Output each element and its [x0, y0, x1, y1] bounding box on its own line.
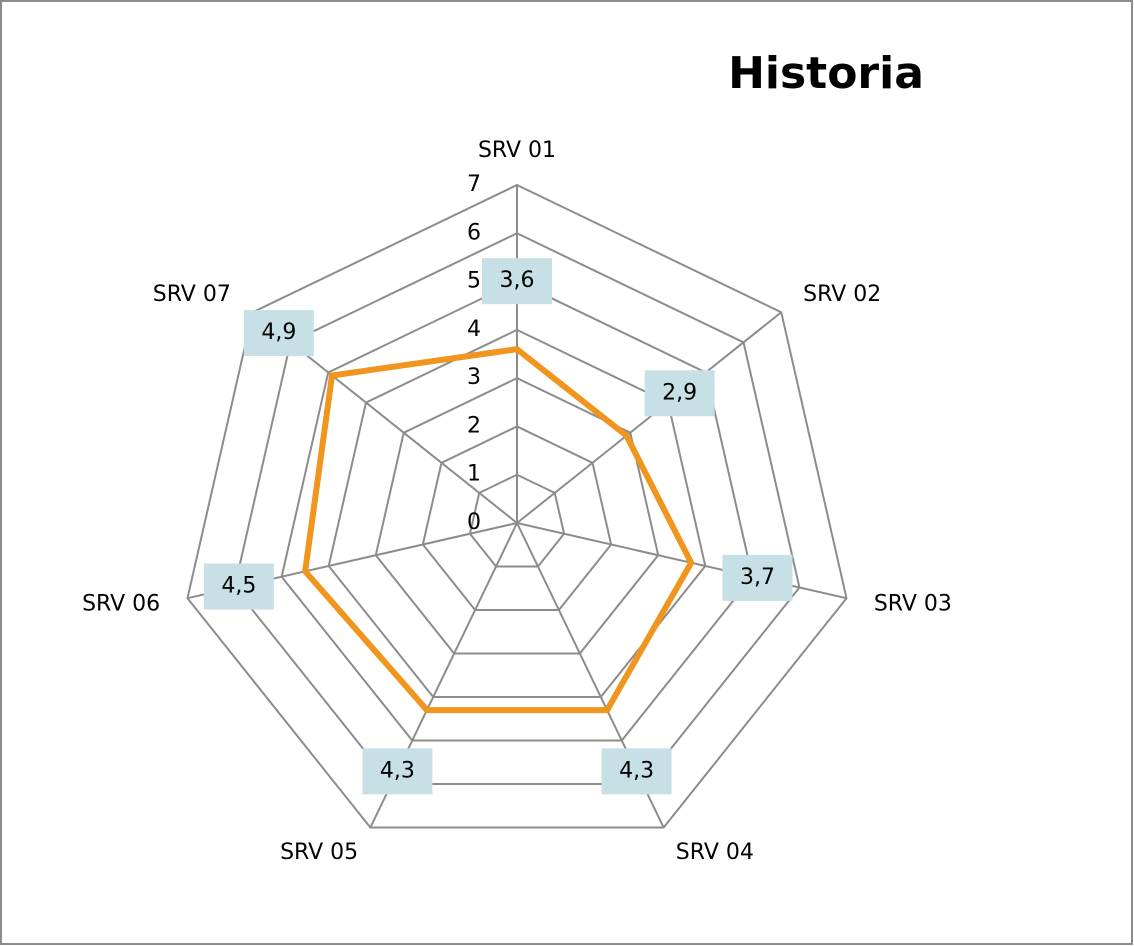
- category-label: SRV 06: [82, 591, 160, 616]
- value-label-box: [243, 310, 314, 357]
- chart-title: Historia: [728, 48, 924, 99]
- category-label: SRV 07: [153, 282, 231, 307]
- value-label: 4,5: [221, 573, 256, 598]
- value-label-box: [722, 554, 793, 601]
- tick-label: 1: [467, 462, 481, 487]
- grid-ring: [421, 425, 613, 612]
- spoke: [516, 311, 782, 524]
- tick-label: 0: [467, 510, 481, 535]
- tick-label: 5: [467, 269, 481, 294]
- value-label: 2,9: [662, 380, 697, 405]
- value-label: 4,3: [380, 758, 415, 783]
- value-label-box: [203, 563, 274, 610]
- value-label-box: [601, 748, 672, 795]
- series-line: [302, 346, 695, 714]
- grid-ring: [233, 232, 801, 786]
- tick-label: 7: [467, 172, 481, 197]
- tick-label: 2: [467, 413, 481, 438]
- value-label: 3,7: [740, 565, 775, 590]
- value-label: 3,6: [500, 268, 535, 293]
- value-label-box: [644, 370, 715, 417]
- grid-ring: [468, 473, 566, 568]
- category-label: SRV 05: [280, 840, 358, 865]
- tick-label: 3: [467, 365, 481, 390]
- tick-label: 6: [467, 220, 481, 245]
- grid-ring: [186, 183, 848, 829]
- category-label: SRV 04: [676, 840, 754, 865]
- value-label-box: [362, 748, 433, 795]
- grid-ring: [327, 328, 707, 699]
- category-label: SRV 02: [803, 282, 881, 307]
- value-label: 4,9: [261, 320, 296, 345]
- tick-label: 4: [467, 317, 481, 342]
- value-label-box: [482, 258, 552, 305]
- category-label: SRV 01: [478, 138, 556, 163]
- value-label: 4,3: [619, 758, 654, 783]
- category-label: SRV 03: [874, 591, 952, 616]
